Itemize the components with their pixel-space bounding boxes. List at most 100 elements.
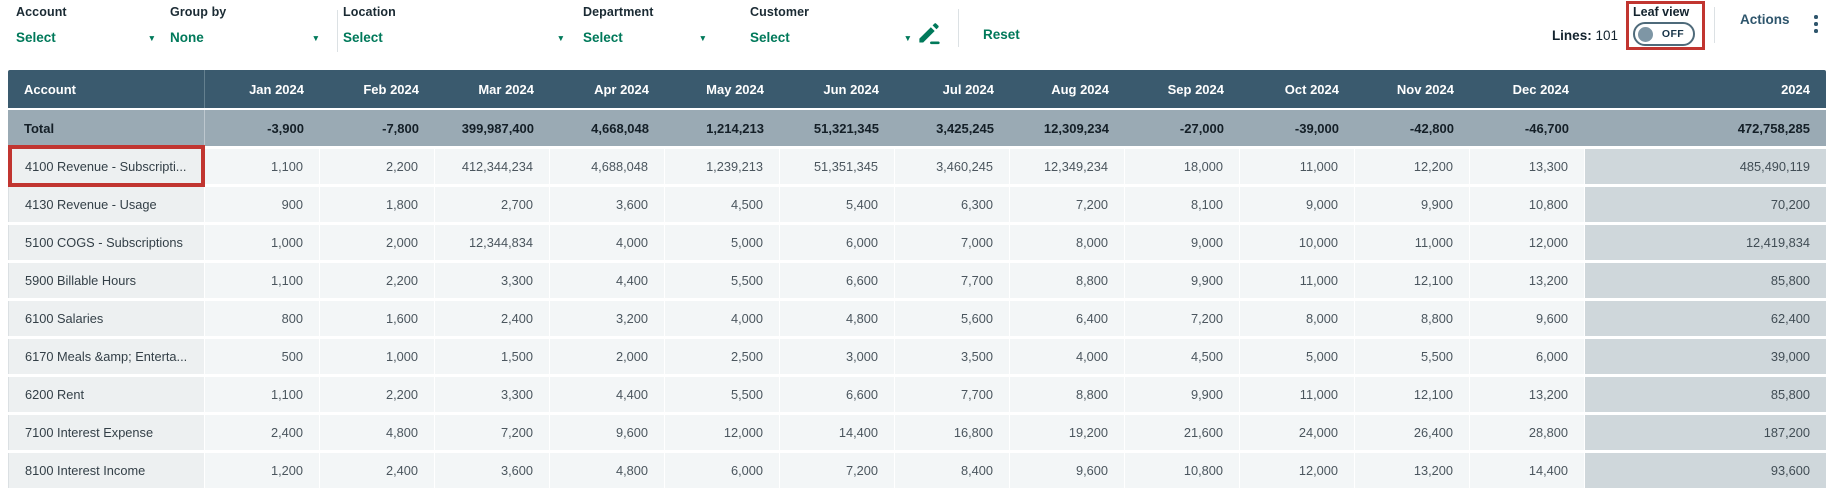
value-cell[interactable]: 12,100	[1355, 263, 1470, 298]
value-cell[interactable]: 6,600	[780, 377, 895, 412]
value-cell[interactable]: 26,400	[1355, 415, 1470, 450]
value-cell[interactable]: 3,460,245	[895, 149, 1010, 184]
value-cell[interactable]: 3,200	[550, 301, 665, 336]
value-cell[interactable]: 4,400	[550, 377, 665, 412]
value-cell[interactable]: 2,200	[320, 149, 435, 184]
value-cell[interactable]: 16,800	[895, 415, 1010, 450]
value-cell[interactable]: 39,000	[1585, 339, 1826, 374]
value-cell[interactable]: 3,300	[435, 263, 550, 298]
value-cell[interactable]: 6,000	[780, 225, 895, 260]
value-cell[interactable]: 70,200	[1585, 187, 1826, 222]
value-cell[interactable]: 13,200	[1355, 453, 1470, 488]
value-cell[interactable]: 9,600	[1470, 301, 1585, 336]
value-cell[interactable]: 6,000	[665, 453, 780, 488]
reset-button[interactable]: Reset	[983, 27, 1020, 42]
value-cell[interactable]: 4,500	[1125, 339, 1240, 374]
value-cell[interactable]: 14,400	[780, 415, 895, 450]
account-cell[interactable]: 4130 Revenue - Usage	[8, 187, 205, 222]
value-cell[interactable]: 11,000	[1240, 263, 1355, 298]
account-cell[interactable]: 6170 Meals &amp; Enterta...	[8, 339, 205, 374]
value-cell[interactable]: 14,400	[1470, 453, 1585, 488]
value-cell[interactable]: 8,800	[1010, 377, 1125, 412]
account-cell[interactable]: 5100 COGS - Subscriptions	[8, 225, 205, 260]
value-cell[interactable]: 2,000	[320, 225, 435, 260]
value-cell[interactable]: 500	[205, 339, 320, 374]
value-cell[interactable]: 8,000	[1010, 225, 1125, 260]
value-cell[interactable]: 1,100	[205, 263, 320, 298]
value-cell[interactable]: 1,600	[320, 301, 435, 336]
value-cell[interactable]: 412,344,234	[435, 149, 550, 184]
value-cell[interactable]: 11,000	[1240, 377, 1355, 412]
value-cell[interactable]: 6,300	[895, 187, 1010, 222]
value-cell[interactable]: 3,000	[780, 339, 895, 374]
value-cell[interactable]: 2,200	[320, 263, 435, 298]
value-cell[interactable]: 900	[205, 187, 320, 222]
value-cell[interactable]: 10,800	[1470, 187, 1585, 222]
value-cell[interactable]: 11,000	[1240, 149, 1355, 184]
value-cell[interactable]: 2,700	[435, 187, 550, 222]
account-cell[interactable]: Total	[8, 110, 205, 146]
value-cell[interactable]: 1,100	[205, 149, 320, 184]
value-cell[interactable]: 4,000	[665, 301, 780, 336]
value-cell[interactable]: 4,688,048	[550, 149, 665, 184]
value-cell[interactable]: 12,000	[1240, 453, 1355, 488]
value-cell[interactable]: 2,400	[435, 301, 550, 336]
value-cell[interactable]: 13,300	[1470, 149, 1585, 184]
value-cell[interactable]: 3,500	[895, 339, 1010, 374]
value-cell[interactable]: 7,200	[780, 453, 895, 488]
value-cell[interactable]: 8,800	[1355, 301, 1470, 336]
filter-group-by-select[interactable]: None ▼	[170, 30, 320, 45]
leaf-view-toggle[interactable]: OFF	[1633, 22, 1695, 46]
value-cell[interactable]: 28,800	[1470, 415, 1585, 450]
value-cell[interactable]: 8,400	[895, 453, 1010, 488]
value-cell[interactable]: 51,351,345	[780, 149, 895, 184]
value-cell[interactable]: 187,200	[1585, 415, 1826, 450]
value-cell[interactable]: 85,800	[1585, 377, 1826, 412]
value-cell[interactable]: 9,000	[1125, 225, 1240, 260]
value-cell[interactable]: 1,239,213	[665, 149, 780, 184]
value-cell[interactable]: 62,400	[1585, 301, 1826, 336]
account-cell[interactable]: 4100 Revenue - Subscripti...	[8, 145, 205, 187]
edit-filters-button[interactable]	[916, 20, 943, 47]
value-cell[interactable]: 12,200	[1355, 149, 1470, 184]
value-cell[interactable]: 5,500	[665, 377, 780, 412]
account-cell[interactable]: 7100 Interest Expense	[8, 415, 205, 450]
value-cell[interactable]: 5,500	[665, 263, 780, 298]
value-cell[interactable]: 6,400	[1010, 301, 1125, 336]
value-cell[interactable]: 8,100	[1125, 187, 1240, 222]
value-cell[interactable]: 4,000	[550, 225, 665, 260]
value-cell[interactable]: 10,800	[1125, 453, 1240, 488]
value-cell[interactable]: 5,000	[665, 225, 780, 260]
account-cell[interactable]: 6200 Rent	[8, 377, 205, 412]
value-cell[interactable]: 3,600	[550, 187, 665, 222]
value-cell[interactable]: 1,000	[320, 339, 435, 374]
value-cell[interactable]: 5,400	[780, 187, 895, 222]
value-cell[interactable]: 2,500	[665, 339, 780, 374]
value-cell[interactable]: 7,000	[895, 225, 1010, 260]
value-cell[interactable]: 7,700	[895, 263, 1010, 298]
value-cell[interactable]: 3,300	[435, 377, 550, 412]
value-cell[interactable]: 2,000	[550, 339, 665, 374]
value-cell[interactable]: 2,400	[205, 415, 320, 450]
value-cell[interactable]: 7,200	[435, 415, 550, 450]
value-cell[interactable]: 12,100	[1355, 377, 1470, 412]
value-cell[interactable]: 4,000	[1010, 339, 1125, 374]
value-cell[interactable]: 85,800	[1585, 263, 1826, 298]
value-cell[interactable]: 12,000	[665, 415, 780, 450]
filter-account-select[interactable]: Select ▼	[16, 30, 156, 45]
value-cell[interactable]: 8,000	[1240, 301, 1355, 336]
value-cell[interactable]: 485,490,119	[1585, 149, 1826, 184]
value-cell[interactable]: 5,500	[1355, 339, 1470, 374]
account-cell[interactable]: 6100 Salaries	[8, 301, 205, 336]
account-cell[interactable]: 8100 Interest Income	[8, 453, 205, 488]
actions-button[interactable]: Actions	[1740, 12, 1790, 27]
account-cell[interactable]: 5900 Billable Hours	[8, 263, 205, 298]
value-cell[interactable]: 1,800	[320, 187, 435, 222]
filter-customer-select[interactable]: Select ▼	[750, 30, 912, 45]
value-cell[interactable]: 9,900	[1125, 377, 1240, 412]
kebab-menu-icon[interactable]	[1812, 13, 1820, 35]
value-cell[interactable]: 2,200	[320, 377, 435, 412]
value-cell[interactable]: 12,344,834	[435, 225, 550, 260]
value-cell[interactable]: 1,100	[205, 377, 320, 412]
value-cell[interactable]: 4,800	[550, 453, 665, 488]
